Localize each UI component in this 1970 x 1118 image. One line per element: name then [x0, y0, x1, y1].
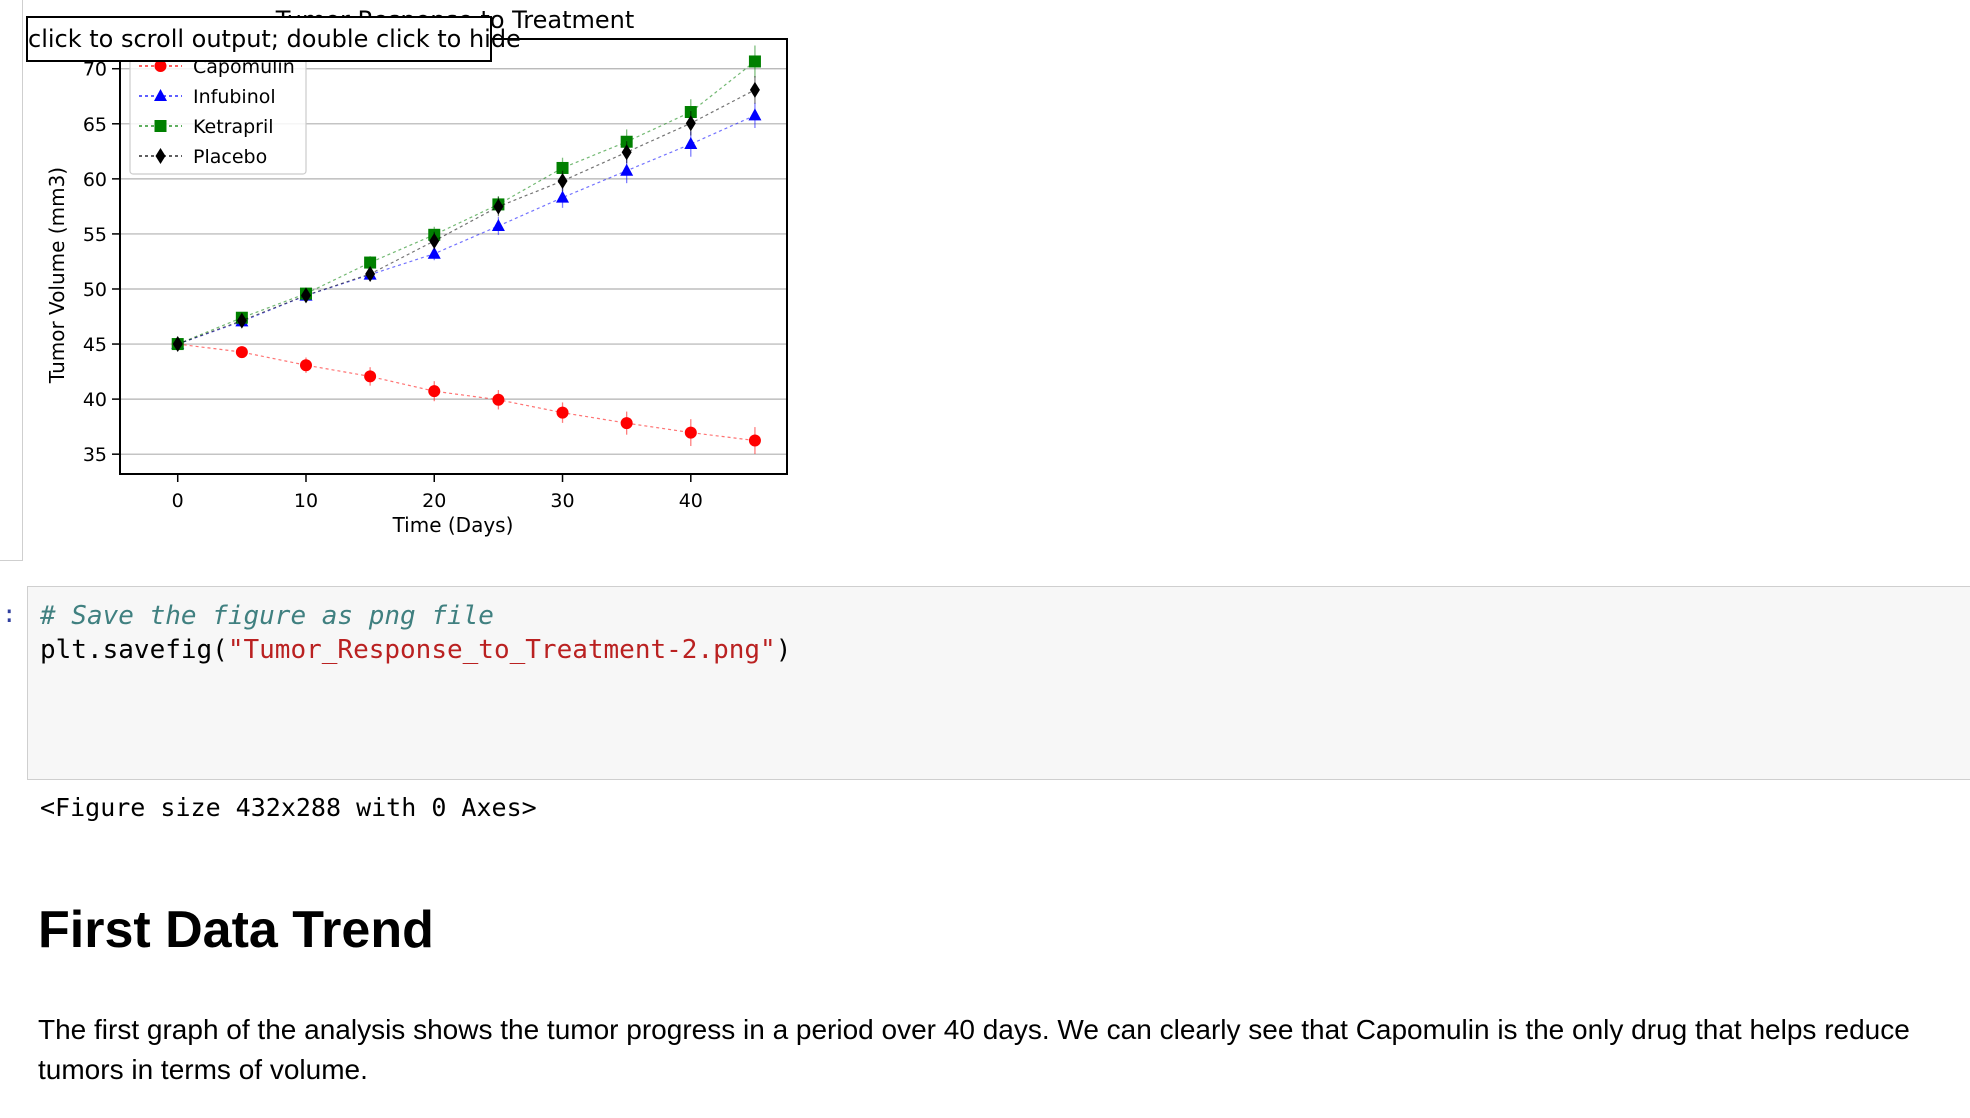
- y-tick-label: 40: [83, 389, 107, 411]
- x-tick-label: 40: [679, 490, 703, 512]
- scroll-output-tooltip[interactable]: click to scroll output; double click to …: [26, 16, 521, 62]
- output-area-frame: [0, 0, 23, 561]
- series-capomulin: [171, 338, 761, 454]
- legend-label-infubinol: Infubinol: [193, 86, 276, 108]
- x-tick-label: 0: [172, 490, 184, 512]
- infubinol-point: [620, 163, 634, 176]
- code-call: plt.savefig(: [40, 635, 228, 665]
- placebo-point: [749, 81, 760, 98]
- capomulin-point: [492, 393, 505, 406]
- y-tick-label: 60: [83, 169, 107, 191]
- placebo-line: [177, 89, 756, 345]
- placebo-point: [236, 312, 247, 329]
- series-placebo: [172, 76, 760, 353]
- capomulin-point: [235, 346, 248, 359]
- y-tick-label: 35: [83, 444, 107, 466]
- ketrapril-point: [556, 161, 569, 174]
- code-string: "Tumor_Response_to_Treatment-2.png": [227, 635, 776, 665]
- section-heading: First Data Trend: [38, 901, 434, 959]
- code-close: ): [775, 635, 792, 665]
- capomulin-point: [748, 434, 761, 447]
- legend-label-ketrapril: Ketrapril: [193, 116, 274, 138]
- x-axis-label: Time (Days): [392, 513, 514, 537]
- code-comment: # Save the figure as png file: [40, 601, 494, 631]
- legend-marker-infubinol: [154, 89, 167, 101]
- placebo-point: [685, 115, 696, 132]
- figure-output-text: <Figure size 432x288 with 0 Axes>: [40, 793, 537, 822]
- tumor-response-chart: Tumor Response to Treatment 354045505560…: [45, 6, 788, 537]
- capomulin-point: [428, 385, 441, 398]
- y-axis-label: Tumor Volume (mm3): [45, 167, 69, 384]
- infubinol-point: [748, 108, 762, 121]
- infubinol-point: [491, 218, 505, 231]
- y-tick-label: 70: [83, 59, 107, 81]
- placebo-point: [429, 232, 440, 249]
- x-tick-label: 30: [550, 490, 574, 512]
- code-cell-editor[interactable]: # Save the figure as png file plt.savefi…: [27, 586, 1970, 780]
- ketrapril-line: [177, 60, 756, 345]
- capomulin-point: [299, 359, 312, 372]
- ketrapril-point: [748, 55, 761, 68]
- placebo-point: [493, 198, 504, 215]
- legend-marker-capomulin: [154, 60, 167, 72]
- y-tick-label: 45: [83, 334, 107, 356]
- placebo-point: [172, 336, 183, 353]
- capomulin-line: [177, 343, 756, 442]
- capomulin-point: [364, 370, 377, 383]
- ketrapril-point: [364, 256, 377, 269]
- capomulin-point: [620, 417, 633, 430]
- y-tick-label: 55: [83, 224, 107, 246]
- infubinol-point: [684, 137, 698, 150]
- y-tick-label: 50: [83, 279, 107, 301]
- placebo-point: [621, 144, 632, 161]
- placebo-point: [300, 287, 311, 304]
- legend-marker-ketrapril: [154, 120, 167, 132]
- section-paragraph: The first graph of the analysis shows th…: [38, 1014, 1910, 1085]
- y-tick-label: 65: [83, 114, 107, 136]
- cell-prompt: :: [2, 600, 17, 628]
- legend-marker-placebo: [155, 148, 166, 164]
- placebo-point: [557, 172, 568, 189]
- placebo-point: [365, 266, 376, 283]
- legend-label-placebo: Placebo: [193, 146, 267, 168]
- capomulin-point: [684, 426, 697, 439]
- x-tick-label: 20: [422, 490, 446, 512]
- capomulin-point: [556, 406, 569, 419]
- infubinol-point: [556, 190, 570, 203]
- infubinol-point: [427, 246, 441, 259]
- x-tick-label: 10: [294, 490, 318, 512]
